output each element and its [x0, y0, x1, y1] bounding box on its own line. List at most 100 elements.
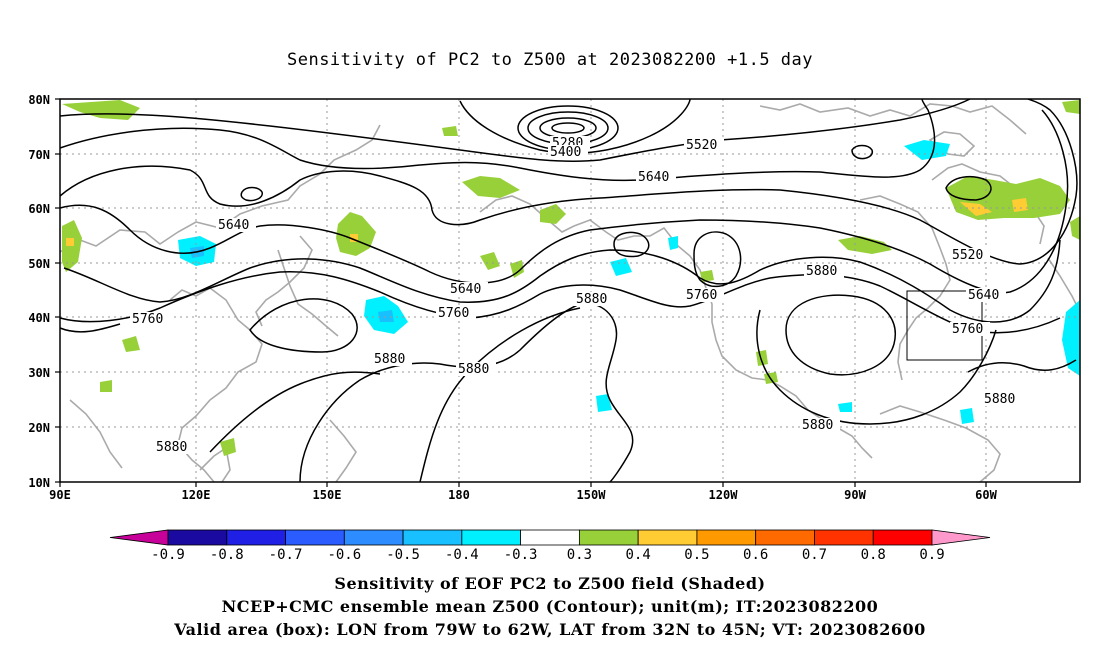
colorbar-swatch [578, 529, 639, 546]
colorbar-tick-label: -0.7 [269, 547, 303, 563]
contour-label: 5640 [218, 218, 249, 233]
positive-patch [442, 126, 458, 136]
positive-patch [122, 336, 140, 352]
lat-tick-label: 30N [28, 366, 50, 380]
contour-label: 5520 [952, 248, 983, 263]
positive-patch [1062, 100, 1080, 114]
negative-patch [838, 402, 852, 412]
negative-patch [668, 236, 678, 250]
negative-patch [904, 140, 950, 160]
contour-label: 5400 [550, 145, 581, 160]
lon-tick-label: 90E [49, 488, 71, 502]
colorbar-tick-label: -0.3 [504, 547, 538, 563]
colorbar-tick-label: 0.7 [802, 547, 827, 563]
caption-line-1: Sensitivity of EOF PC2 to Z500 field (Sh… [334, 574, 766, 593]
colorbar-tick-label: -0.6 [327, 547, 361, 563]
contour-labels: 5280 5400 5520 5640 5640 5640 5640 5520 … [130, 136, 1022, 455]
colorbar-swatch [814, 529, 874, 546]
negative-patch [596, 394, 612, 412]
contour-label: 5760 [686, 288, 717, 303]
colorbar-tick-label: 0.8 [861, 547, 886, 563]
colorbar-swatch [402, 529, 463, 546]
contour-label: 5520 [686, 138, 717, 153]
contour-label: 5760 [438, 306, 469, 321]
colorbar-right-arrow [931, 529, 991, 546]
contour-label: 5880 [458, 362, 489, 377]
positive-patch [462, 176, 520, 198]
colorbar-swatch [226, 529, 286, 546]
contour-label: 5880 [576, 292, 607, 307]
colorbar-swatch [343, 529, 404, 546]
lat-tick-label: 80N [28, 93, 50, 107]
colorbar-tick-label: -0.4 [445, 547, 479, 563]
lon-tick-label: 90W [844, 488, 866, 502]
positive-patch [220, 438, 236, 456]
positive-patch [1070, 216, 1080, 240]
lat-tick-label: 70N [28, 148, 50, 162]
contour-label: 5640 [450, 282, 481, 297]
lat-tick-label: 50N [28, 257, 50, 271]
lat-tick-label: 60N [28, 202, 50, 216]
map-frame [59, 98, 1081, 483]
lat-tick-label: 10N [28, 476, 50, 490]
positive-patch [100, 380, 112, 392]
colorbar: -0.9 -0.8 -0.7 -0.6 -0.5 -0.4 -0.3 0.3 0.4 0.5 0.6… [109, 529, 991, 563]
colorbar-tick-label: -0.5 [386, 547, 420, 563]
mid-positive-patch [1012, 198, 1028, 212]
map-title: Sensitivity of PC2 to Z500 at 2023082200… [286, 50, 813, 70]
contour-label: 5880 [802, 418, 833, 433]
positive-patch [540, 204, 566, 224]
lat-tick-label: 40N [28, 311, 50, 325]
contour-label: 5760 [132, 312, 163, 327]
contour-label: 5640 [968, 288, 999, 303]
mid-positive-patch [960, 202, 992, 216]
colorbar-tick-label: 0.6 [743, 547, 768, 563]
colorbar-swatch [520, 529, 580, 546]
positive-patch [62, 100, 140, 120]
lon-tick-labels: 90E 120E 150E 180 150W 120W 90W 60W [49, 488, 997, 502]
lon-tick-label: 60W [975, 488, 997, 502]
negative-patch [960, 408, 974, 424]
lon-tick-label: 180 [448, 488, 470, 502]
contour-label: 5640 [638, 170, 669, 185]
positive-patch [510, 260, 524, 278]
colorbar-tick-label: 0.9 [919, 547, 944, 563]
caption-line-2: NCEP+CMC ensemble mean Z500 (Contour); u… [221, 597, 879, 616]
contour-label: 5880 [156, 440, 187, 455]
mid-positive-patch [66, 238, 74, 246]
colorbar-tick-label: -0.9 [151, 547, 185, 563]
contour-label: 5880 [984, 392, 1015, 407]
colorbar-swatch [872, 529, 933, 546]
lon-tick-label: 120E [182, 488, 211, 502]
positive-patch [700, 270, 714, 282]
contour-label: 5880 [374, 352, 405, 367]
colorbar-swatch [637, 529, 698, 546]
colorbar-swatch [696, 529, 757, 546]
lon-tick-label: 150W [577, 488, 607, 502]
axis-ticks [55, 98, 987, 487]
map-panel: 5280 5400 5520 5640 5640 5640 5640 5520 … [28, 93, 1081, 502]
colorbar-left-arrow [109, 529, 169, 546]
negative-patch [610, 258, 632, 276]
colorbar-swatch [755, 529, 815, 546]
colorbar-tick-label: -0.8 [210, 547, 244, 563]
lat-tick-label: 20N [28, 421, 50, 435]
mid-negative-patch [378, 310, 394, 322]
colorbar-swatch [167, 529, 228, 546]
positive-patch [946, 176, 1070, 220]
colorbar-swatch [461, 529, 522, 546]
lon-tick-label: 120W [709, 488, 739, 502]
positive-patch [480, 252, 500, 270]
z500-contours [59, 98, 1078, 483]
positive-patch [838, 236, 892, 254]
contour-label: 5880 [806, 264, 837, 279]
colorbar-tick-label: 0.3 [567, 547, 592, 563]
caption-line-3: Valid area (box): LON from 79W to 62W, L… [174, 620, 926, 639]
negative-patch [1062, 300, 1080, 376]
lon-tick-label: 150E [313, 488, 342, 502]
colorbar-swatch [285, 529, 345, 546]
colorbar-tick-label: 0.4 [626, 547, 651, 563]
colorbar-tick-label: 0.5 [684, 547, 709, 563]
lat-tick-labels: 80N 70N 60N 50N 40N 30N 20N 10N [28, 93, 50, 490]
